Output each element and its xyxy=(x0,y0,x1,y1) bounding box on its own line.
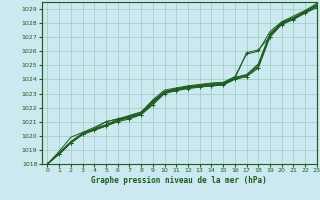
X-axis label: Graphe pression niveau de la mer (hPa): Graphe pression niveau de la mer (hPa) xyxy=(91,176,267,185)
